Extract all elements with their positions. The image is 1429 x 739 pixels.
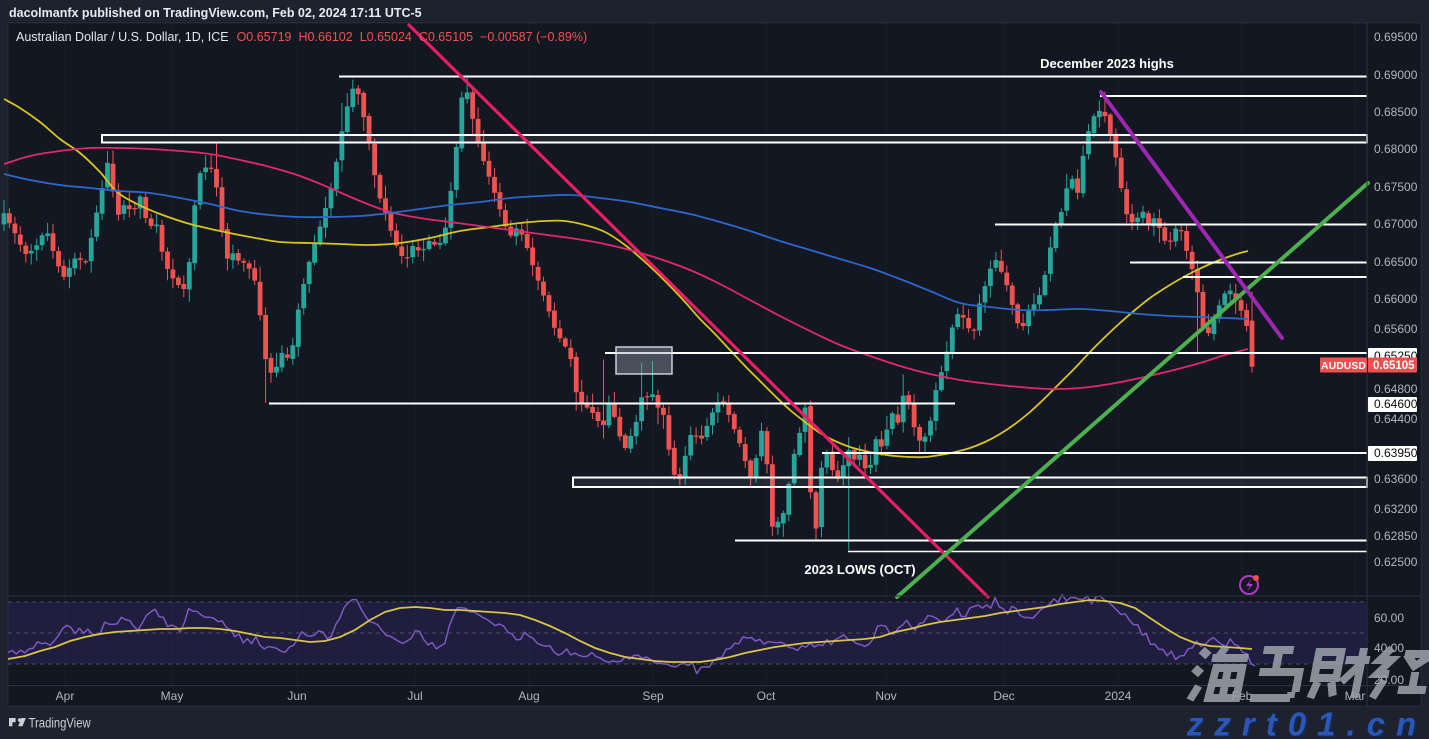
svg-text:Nov: Nov (875, 689, 896, 703)
svg-text:Jul: Jul (407, 689, 422, 703)
svg-text:2024: 2024 (1105, 689, 1132, 703)
svg-text:May: May (161, 689, 184, 703)
svg-text:0.68000: 0.68000 (1374, 142, 1418, 156)
svg-text:Oct: Oct (757, 689, 776, 703)
svg-text:Apr: Apr (56, 689, 75, 703)
svg-text:0.66000: 0.66000 (1374, 292, 1418, 306)
svg-text:Sep: Sep (642, 689, 664, 703)
svg-text:0.65105: 0.65105 (1373, 360, 1415, 372)
svg-text:Jun: Jun (287, 689, 306, 703)
svg-text:0.64400: 0.64400 (1374, 412, 1418, 426)
svg-text:December 2023 highs: December 2023 highs (1040, 56, 1174, 71)
svg-text:0.63950: 0.63950 (1374, 446, 1418, 460)
svg-text:AUDUSD: AUDUSD (1321, 360, 1366, 372)
svg-text:0.65600: 0.65600 (1374, 322, 1418, 336)
svg-text:0.67500: 0.67500 (1374, 180, 1418, 194)
svg-text:60.00: 60.00 (1374, 611, 1404, 625)
svg-text:0.62500: 0.62500 (1374, 555, 1418, 569)
svg-text:TradingView: TradingView (29, 715, 92, 731)
svg-text:0.69500: 0.69500 (1374, 30, 1418, 44)
svg-text:0.69000: 0.69000 (1374, 68, 1418, 82)
svg-text:0.66500: 0.66500 (1374, 255, 1418, 269)
svg-text:zzrt01.cn: zzrt01.cn (1186, 706, 1427, 739)
svg-text:2023 LOWS (OCT): 2023 LOWS (OCT) (804, 562, 915, 577)
svg-text:dacolmanfx published on Tradin: dacolmanfx published on TradingView.com,… (9, 6, 422, 20)
svg-text:0.67000: 0.67000 (1374, 217, 1418, 231)
svg-text:0.64600: 0.64600 (1374, 397, 1418, 411)
svg-text:0.62850: 0.62850 (1374, 529, 1418, 543)
svg-text:zzrt01.cn: zzrt01.cn (1188, 707, 1429, 739)
svg-text:0.68500: 0.68500 (1374, 105, 1418, 119)
svg-text:Dec: Dec (993, 689, 1014, 703)
svg-text:Australian Dollar / U.S. Dolla: Australian Dollar / U.S. Dollar, 1D, ICE… (16, 30, 587, 44)
svg-text:Aug: Aug (518, 689, 539, 703)
svg-text:0.63600: 0.63600 (1374, 472, 1418, 486)
svg-text:0.63200: 0.63200 (1374, 502, 1418, 516)
svg-text:0.64800: 0.64800 (1374, 382, 1418, 396)
